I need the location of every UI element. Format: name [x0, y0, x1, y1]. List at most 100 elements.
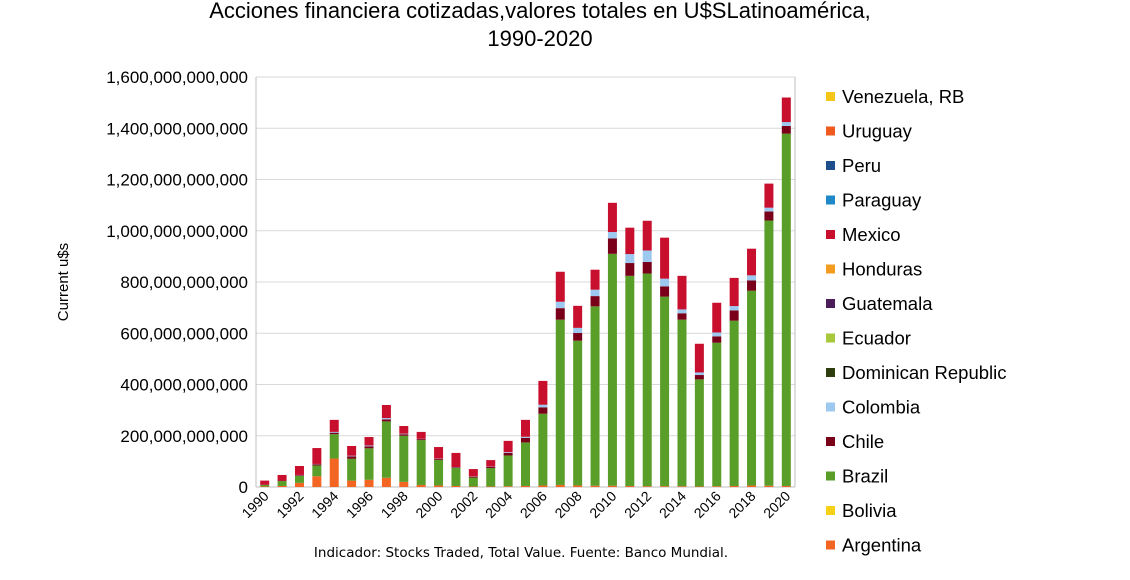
x-tick-label: 2004 — [482, 488, 515, 521]
bar-segment-brazil-2004 — [503, 455, 513, 487]
bar-segment-argentina-1999 — [416, 484, 426, 487]
bar-segment-chile-2004 — [503, 452, 513, 456]
legend-swatch — [826, 299, 835, 308]
bar-segment-chile-2000 — [434, 458, 444, 460]
y-tick-label: 200,000,000,000 — [120, 427, 248, 446]
gridlines — [255, 76, 796, 488]
bar-segment-mexico-2015 — [694, 343, 704, 373]
bar-segment-colombia-2019 — [764, 207, 774, 212]
bar-segment-mexico-2006 — [538, 380, 548, 405]
legend-swatch — [826, 368, 835, 377]
bar-segment-colombia-2018 — [747, 275, 757, 281]
bar-segment-brazil-1999 — [416, 440, 426, 485]
bar-segment-mexico-1998 — [399, 426, 409, 434]
legend-label: Chile — [842, 431, 884, 452]
bar-segment-argentina-2010 — [607, 485, 617, 487]
bar-segment-mexico-2008 — [573, 305, 583, 328]
bar-segment-colombia-2009 — [590, 289, 600, 297]
bar-segment-mexico-1997 — [381, 405, 391, 419]
bar-segment-argentina-1997 — [381, 477, 391, 487]
bar-segment-chile-1994 — [329, 432, 339, 435]
bar-segment-mexico-1995 — [347, 446, 357, 456]
bar-segment-brazil-1990 — [260, 484, 270, 487]
x-tick-label: 1994 — [308, 488, 341, 521]
bar-segment-mexico-2002 — [468, 469, 478, 477]
bar-segment-chile-2014 — [677, 313, 687, 320]
bar-segment-colombia-1995 — [347, 455, 357, 457]
legend-label: Dominican Republic — [842, 362, 1007, 383]
bar-segment-mexico-2011 — [625, 227, 635, 255]
bar-segment-argentina-2008 — [573, 485, 583, 487]
bar-segment-mexico-2007 — [555, 271, 565, 302]
bar-segment-brazil-1997 — [381, 421, 391, 478]
bar-segment-brazil-1993 — [312, 465, 322, 477]
bar-segment-argentina-1991 — [277, 485, 287, 487]
x-tick-label: 1998 — [378, 488, 411, 521]
bar-segment-colombia-2011 — [625, 254, 635, 264]
x-tick-label: 2014 — [656, 488, 689, 521]
bar-segment-colombia-2005 — [521, 436, 530, 438]
bar-segment-brazil-2019 — [764, 220, 774, 486]
legend-swatch — [826, 161, 835, 170]
bar-segment-mexico-2017 — [729, 277, 739, 307]
bar-segment-chile-1997 — [381, 419, 391, 422]
bar-segment-mexico-2018 — [747, 248, 757, 276]
bar-segment-mexico-1999 — [416, 431, 426, 439]
bar-segment-colombia-2017 — [729, 306, 739, 311]
bar-segment-brazil-2020 — [781, 133, 791, 486]
bar-segment-brazil-2008 — [573, 340, 583, 486]
legend-swatch — [826, 230, 835, 239]
bar-segment-brazil-2002 — [468, 477, 478, 487]
bar-segment-chile-2007 — [555, 308, 565, 320]
bar-segment-brazil-2014 — [677, 319, 687, 487]
y-tick-label: 1,200,000,000,000 — [106, 171, 248, 190]
bar-segment-chile-2012 — [642, 262, 652, 274]
bar-segment-brazil-2003 — [486, 468, 496, 487]
bar-segment-chile-1995 — [347, 456, 357, 459]
bar-segment-argentina-2014 — [677, 486, 687, 487]
bar-segment-brazil-2017 — [729, 320, 739, 486]
bar-segment-colombia-2004 — [503, 452, 513, 453]
y-tick-label: 400,000,000,000 — [120, 376, 248, 395]
legend-label: Ecuador — [842, 328, 911, 349]
x-tick-label: 2010 — [586, 488, 619, 521]
legend-swatch — [826, 333, 835, 343]
bar-segment-brazil-2015 — [694, 379, 704, 487]
bar-segment-chile-2017 — [729, 310, 739, 321]
bar-segment-brazil-2007 — [555, 319, 565, 485]
bar-segment-brazil-1996 — [364, 448, 374, 480]
legend-label: Honduras — [842, 259, 922, 280]
legend-label: Venezuela, RB — [842, 86, 964, 107]
bar-segment-brazil-1991 — [277, 481, 287, 486]
legend-label: Uruguay — [842, 121, 913, 142]
bar-segment-brazil-2006 — [538, 413, 548, 486]
bar-segment-chile-2015 — [694, 375, 704, 380]
bar-segment-chile-2013 — [660, 286, 670, 297]
bar-segment-colombia-1994 — [329, 431, 339, 433]
y-axis-ticks: 0 200,000,000,000 400,000,000,000 600,000,0… — [106, 68, 248, 497]
bar-segment-mexico-2014 — [677, 275, 687, 310]
legend-label: Colombia — [842, 397, 921, 418]
bar-segment-mexico-1996 — [364, 437, 374, 446]
bar-segment-mexico-1993 — [312, 448, 322, 464]
bar-segment-mexico-2001 — [451, 452, 461, 468]
bar-segment-brazil-1998 — [399, 435, 409, 482]
bar-segment-colombia-2020 — [781, 122, 791, 126]
bar-segment-colombia-1996 — [364, 445, 374, 447]
bar-segment-chile-1991 — [277, 480, 287, 482]
bar-segment-chile-2008 — [573, 332, 583, 341]
bar-segment-chile-2001 — [451, 467, 461, 469]
bar-segment-brazil-2018 — [747, 290, 757, 486]
bar-segment-chile-2003 — [486, 466, 496, 469]
y-tick-label: 1,400,000,000,000 — [106, 119, 248, 138]
legend-swatch — [826, 126, 835, 136]
bar-segment-colombia-2015 — [694, 372, 704, 376]
bar-segment-mexico-2010 — [607, 202, 617, 233]
bar-segment-argentina-2006 — [538, 485, 548, 487]
bar-segment-chile-2005 — [521, 437, 530, 443]
legend-swatch — [826, 92, 835, 101]
bar-segment-argentina-2020 — [781, 485, 791, 487]
legend-swatch — [826, 195, 835, 205]
legend-swatch — [826, 471, 835, 481]
